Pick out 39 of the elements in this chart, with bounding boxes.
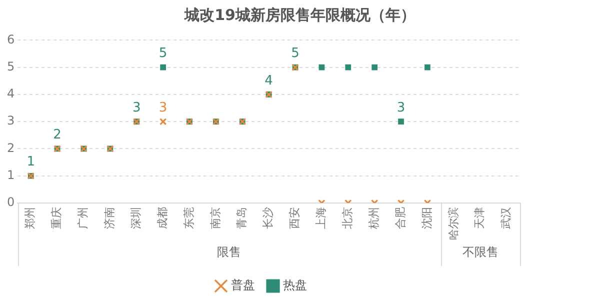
legend-label: 普盘: [231, 278, 255, 292]
x-tick-label: 重庆: [50, 207, 64, 229]
x-tick-label: 沈阳: [420, 207, 434, 229]
x-tick-label: 西安: [288, 207, 302, 229]
x-tick-label: 天津: [473, 207, 486, 229]
x-tick-label: 广州: [76, 207, 90, 229]
x-tick-label: 成都: [156, 207, 169, 229]
y-tick-label: 4: [6, 86, 15, 101]
data-label: 5: [291, 46, 300, 62]
y-tick-label: 3: [6, 114, 15, 128]
y-tick-label: 1: [6, 168, 15, 182]
x-tick-label: 杭州: [367, 207, 380, 230]
x-tick-label: 北京: [341, 207, 354, 229]
x-tick-label: 长沙: [262, 207, 275, 229]
data-label: 4: [264, 73, 273, 88]
y-tick-label: 5: [6, 59, 15, 74]
x-tick-label: 上海: [314, 207, 328, 229]
data-label: 2: [53, 128, 62, 143]
legend-label: 热盘: [283, 278, 307, 292]
x-tick-label: 武汉: [500, 207, 513, 229]
x-tick-label: 合肥: [394, 207, 407, 229]
data-label: 3: [396, 100, 406, 116]
data-label: 3: [158, 100, 168, 116]
chart-title: 城改19城新房限售年限概况（年）: [183, 5, 416, 26]
x-tick-label: 青岛: [235, 207, 248, 229]
y-tick-label: 0: [6, 195, 15, 210]
x-tick-label: 哈尔滨: [446, 207, 460, 240]
data-label: 5: [158, 46, 168, 62]
data-label: 3: [132, 100, 141, 116]
x-tick-label: 济南: [103, 207, 116, 229]
data-label: 1: [26, 154, 35, 170]
x-tick-label: 深圳: [129, 207, 142, 229]
text: 不限售: [462, 245, 498, 260]
x-tick-label: 南京: [208, 207, 222, 229]
y-tick-label: 2: [6, 140, 15, 155]
y-tick-label: 6: [6, 32, 15, 46]
text: 限售: [217, 245, 242, 260]
x-tick-label: 东莞: [182, 207, 196, 229]
x-tick-label: 郑州: [24, 207, 37, 229]
